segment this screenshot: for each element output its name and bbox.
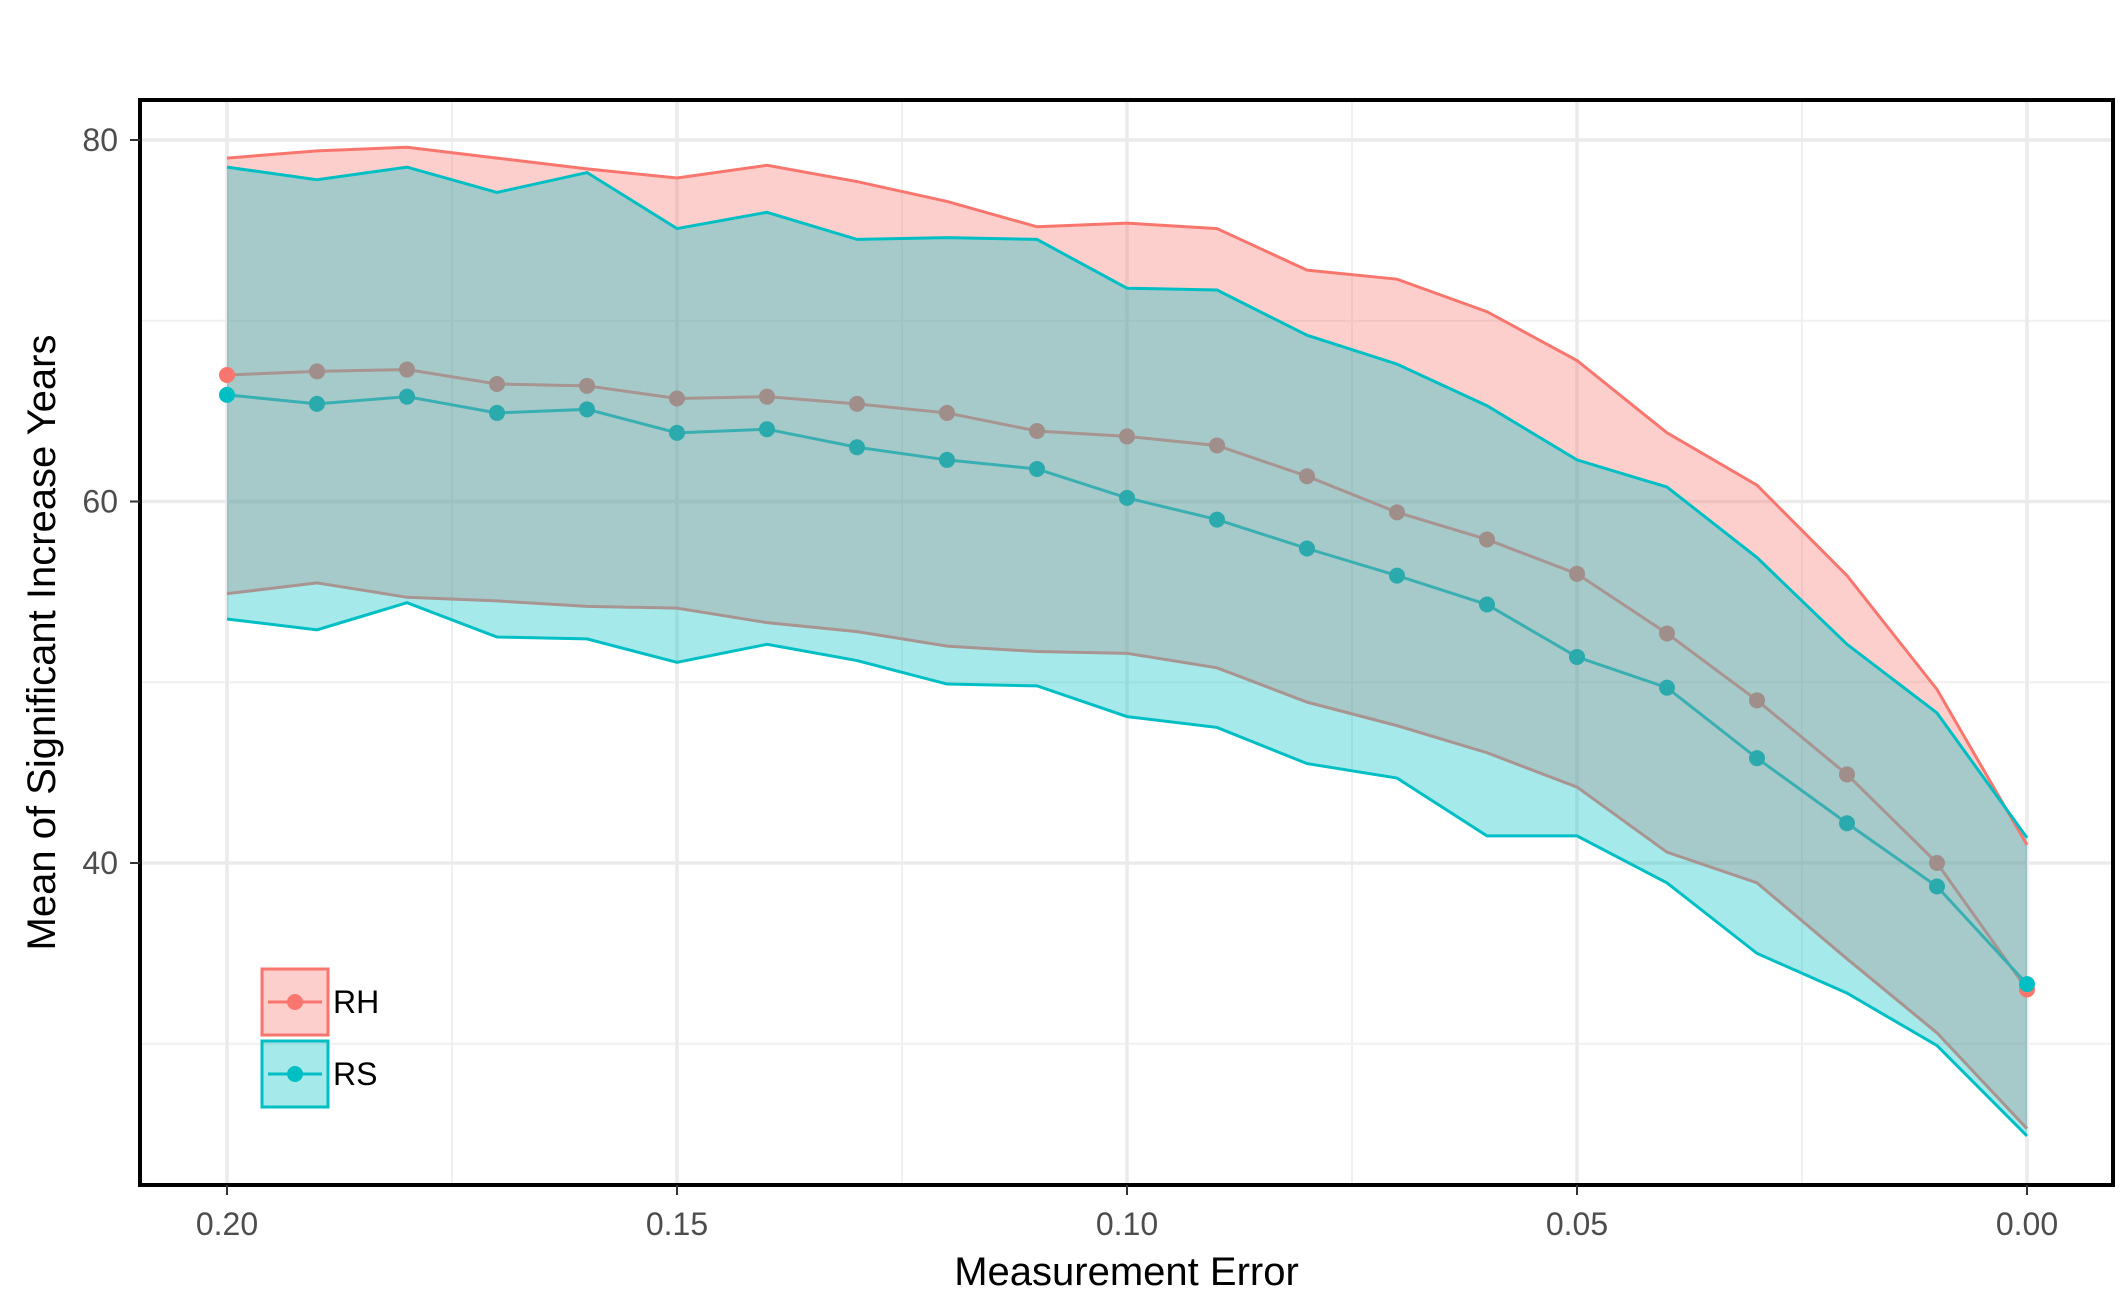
data-point-rh-11 <box>1209 437 1225 454</box>
data-point-rh-13 <box>1389 504 1405 521</box>
data-point-rh-5 <box>669 390 685 407</box>
data-point-rs-0 <box>219 386 235 403</box>
data-point-rh-15 <box>1569 565 1585 582</box>
legend-label-rh: RH <box>333 984 379 1020</box>
data-point-rh-14 <box>1479 531 1495 548</box>
data-point-rs-3 <box>489 404 505 421</box>
data-point-rh-0 <box>219 366 235 383</box>
data-point-rs-11 <box>1209 511 1225 528</box>
data-point-rs-1 <box>309 395 325 412</box>
data-point-rs-19 <box>1929 878 1945 895</box>
upper-bound-line-rh <box>226 145 2029 846</box>
x-tick-label-4: 0.00 <box>1996 1206 2058 1242</box>
data-point-rs-17 <box>1749 750 1765 767</box>
x-tick-label-1: 0.15 <box>646 1206 708 1242</box>
data-point-rh-18 <box>1839 766 1855 783</box>
x-axis-ticks: 0.20 0.15 0.10 0.05 0.00 <box>196 1185 2058 1242</box>
data-point-rs-2 <box>399 388 415 405</box>
data-point-rs-8 <box>939 451 955 468</box>
data-point-rs-10 <box>1119 489 1135 506</box>
data-point-rs-7 <box>849 439 865 456</box>
data-point-rs-12 <box>1299 540 1315 557</box>
x-tick-label-3: 0.05 <box>1546 1206 1608 1242</box>
lower-bound-line-rs <box>226 601 2029 1137</box>
y-axis-ticks: 40 60 80 <box>82 122 140 881</box>
upper-bound-line-rs <box>226 165 2029 839</box>
lower-bound-line-rh <box>226 581 2029 1130</box>
data-point-rh-2 <box>399 361 415 378</box>
data-point-rh-9 <box>1029 423 1045 440</box>
data-point-rh-12 <box>1299 468 1315 485</box>
x-tick-label-2: 0.10 <box>1096 1206 1158 1242</box>
y-axis-title: Mean of Significant Increase Years <box>20 335 64 951</box>
data-point-rs-13 <box>1389 567 1405 584</box>
data-point-rs-6 <box>759 421 775 438</box>
data-point-rh-7 <box>849 395 865 412</box>
legend-point-rs <box>287 1066 303 1082</box>
data-point-rs-4 <box>579 401 595 418</box>
x-tick-label-0: 0.20 <box>196 1206 258 1242</box>
data-point-rh-19 <box>1929 855 1945 871</box>
data-point-rs-20 <box>2019 976 2035 993</box>
data-point-rh-10 <box>1119 428 1135 445</box>
data-point-rs-16 <box>1659 679 1675 696</box>
data-point-rh-3 <box>489 376 505 393</box>
x-axis-title: Measurement Error <box>954 1250 1299 1294</box>
data-point-rs-9 <box>1029 460 1045 477</box>
data-point-rh-4 <box>579 377 595 394</box>
y-tick-label-1: 60 <box>82 484 118 520</box>
legend: RH RS <box>260 967 379 1109</box>
legend-point-rh <box>287 994 303 1010</box>
data-point-rh-1 <box>309 363 325 380</box>
data-point-rs-5 <box>669 424 685 441</box>
data-point-rh-17 <box>1749 692 1765 709</box>
y-tick-label-2: 80 <box>82 122 118 158</box>
data-point-rh-8 <box>939 404 955 421</box>
data-point-rs-15 <box>1569 648 1585 665</box>
series-points <box>219 361 2035 998</box>
ribbon-rs <box>227 167 2027 1136</box>
data-point-rs-14 <box>1479 596 1495 613</box>
legend-label-rs: RS <box>333 1056 377 1092</box>
data-point-rs-18 <box>1839 815 1855 832</box>
data-point-rh-6 <box>759 388 775 405</box>
y-tick-label-0: 40 <box>82 845 118 881</box>
data-point-rh-16 <box>1659 625 1675 642</box>
